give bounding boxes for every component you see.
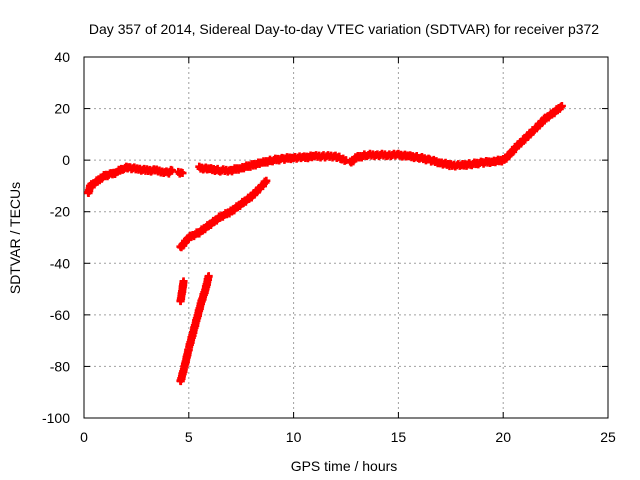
axis-ticks: 0 5 10 15 20 25 -100 -80 -60 -40 -20 0 20 40 [42,49,616,445]
data-point [179,277,188,286]
y-tick-label: -80 [50,358,70,374]
series-main-track-2 [174,167,187,178]
x-tick-label: 10 [286,429,302,445]
x-tick-label: 5 [185,429,193,445]
series-steep-long [176,272,213,386]
series-slant-track [176,176,271,252]
data-point [178,169,187,178]
x-tick-label: 15 [391,429,407,445]
y-tick-label: 0 [62,152,70,168]
y-tick-label: 20 [54,101,70,117]
y-axis-label: SDTVAR / TECUs [7,182,23,294]
x-tick-label: 0 [80,429,88,445]
data-point [204,272,213,281]
y-tick-label: -20 [50,204,70,220]
chart-title: Day 357 of 2014, Sidereal Day-to-day VTE… [89,21,599,37]
grid [84,57,608,418]
series-steep-short [176,277,188,306]
series-main-track [84,162,177,197]
y-tick-label: -100 [42,410,70,426]
data-point [168,166,177,175]
plot-frame [83,56,609,419]
y-tick-label: -40 [50,255,70,271]
x-tick-label: 25 [600,429,616,445]
series-main-track-4 [346,101,566,171]
data-points [84,101,566,386]
data-point [262,176,271,185]
y-tick-label: 40 [54,49,70,65]
plot-border [83,56,609,419]
data-point [557,101,566,110]
series-main-track-3 [195,151,350,176]
y-tick-label: -60 [50,307,70,323]
x-tick-label: 20 [495,429,511,445]
x-axis-label: GPS time / hours [291,458,398,474]
